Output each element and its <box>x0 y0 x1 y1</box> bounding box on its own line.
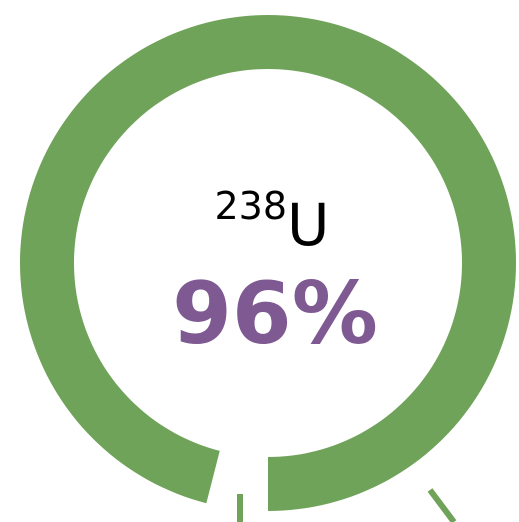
donut-segment <box>19 15 516 511</box>
chart-title: 238U <box>215 184 330 259</box>
superscript: 238 <box>215 184 288 228</box>
leader-line <box>427 488 457 522</box>
element: U <box>287 191 329 259</box>
value-label: 96% <box>172 264 378 364</box>
